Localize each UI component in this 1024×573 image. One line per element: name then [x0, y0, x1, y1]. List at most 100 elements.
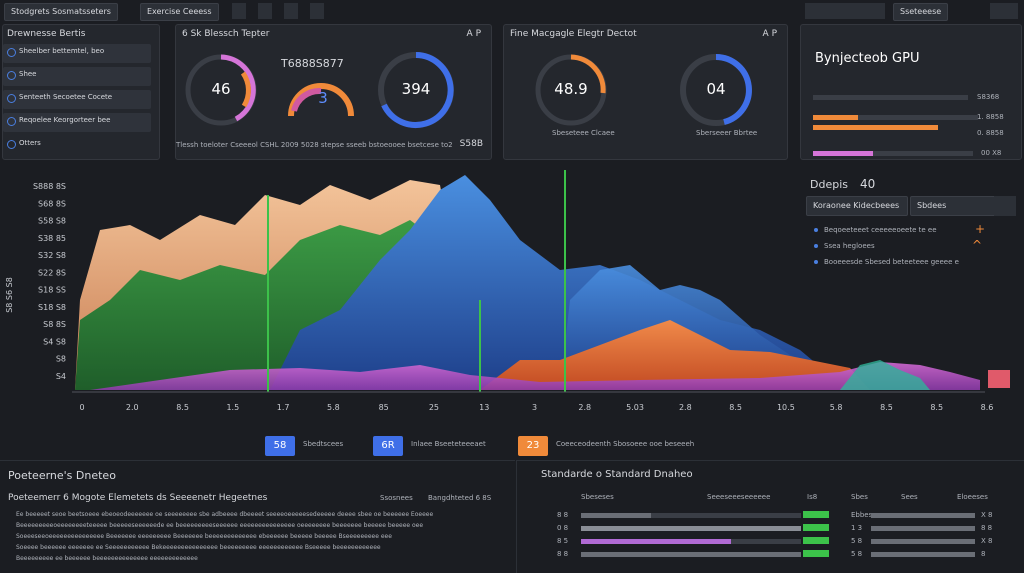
- row-bar: [871, 552, 975, 557]
- code: T6888S877: [281, 57, 344, 70]
- row-accent: [803, 524, 829, 531]
- x-tick-label: 2.0: [126, 403, 139, 412]
- list-icon: [7, 117, 16, 126]
- x-tick-label: 8.6: [981, 403, 994, 412]
- row-accent: [803, 550, 829, 557]
- x-tick-label: 2.8: [578, 403, 591, 412]
- button[interactable]: Koraonee Kidecbeees: [806, 196, 908, 216]
- button[interactable]: Sbdees: [910, 196, 996, 216]
- row-label: 5 8: [851, 550, 863, 558]
- report: Poeteerne's Dneteo Poeteemerr 6 Mogote E…: [0, 460, 515, 573]
- row-value: X 8: [981, 511, 993, 519]
- device-item: Ssea hegloees: [824, 242, 875, 250]
- y-tick-label: S4 S8: [43, 337, 66, 346]
- toolbar-icons[interactable]: [805, 3, 885, 19]
- row-bar: [871, 526, 975, 531]
- tab[interactable]: Sseteeese: [893, 3, 949, 21]
- y-tick-label: S32 S8: [38, 251, 66, 260]
- gpu-value: S8368: [977, 93, 1000, 101]
- x-tick-label: 10.5: [777, 403, 795, 412]
- list-item: Senteeth Secoetee Cocete: [19, 93, 113, 101]
- row-value: 8 8: [981, 524, 993, 532]
- list-icon: [7, 94, 16, 103]
- row-label: 8 8: [557, 511, 569, 519]
- icon[interactable]: [990, 3, 1018, 19]
- device-dot: [814, 244, 818, 248]
- report-line: Ee beeeeet seoe beetsoeee ebeoeodeeeeeee…: [16, 511, 434, 518]
- x-tick-label: 2.8: [679, 403, 692, 412]
- device-item: Beqoeeteeet ceeeeeoeete te ee: [824, 226, 937, 234]
- gpu-panel: Bynjecteob GPU S8368 1. 8858 0. 8858 00 …: [800, 24, 1022, 160]
- list-item: Otters: [19, 139, 41, 147]
- report-title: Poeteerne's Dneteo: [8, 469, 116, 482]
- x-tick-label: 8.5: [930, 403, 943, 412]
- tab[interactable]: Stodgrets Sosmatsseters: [4, 3, 118, 21]
- gpu-value: 00 X8: [981, 149, 1002, 157]
- panel-title: 6 Sk Blessch Tepter: [182, 29, 270, 39]
- row-value: X 8: [981, 537, 993, 545]
- device-dot: [814, 260, 818, 264]
- column-header: Ssosnees: [380, 494, 413, 502]
- gpu-title: Bynjecteob GPU: [815, 51, 920, 66]
- panel-title: Fine Macgagle Elegtr Dectot: [510, 29, 637, 39]
- row-label: 5 8: [851, 537, 863, 545]
- x-tick-label: 8.5: [880, 403, 893, 412]
- column-header: Sees: [901, 493, 918, 501]
- gauge-value: 46: [211, 80, 231, 98]
- panel-tag: A P: [466, 29, 481, 39]
- tab[interactable]: Exercise Ceeess: [140, 3, 219, 21]
- sidebar-title: Drewnesse Bertis: [7, 29, 86, 39]
- column-header: Is8: [807, 493, 818, 501]
- x-tick-label: 1.7: [277, 403, 290, 412]
- icon[interactable]: [258, 3, 272, 19]
- column-header: Seeeseeeseeeeee: [707, 493, 771, 501]
- y-tick-label: S68 8S: [38, 199, 66, 208]
- gauge-value: 04: [706, 80, 726, 98]
- row-bar: [871, 513, 975, 518]
- x-tick-label: 1.5: [226, 403, 239, 412]
- row-bar: [871, 539, 975, 544]
- gauge-caption: Sbeseteee Clcaee: [552, 129, 615, 137]
- standard: Standarde o Standard Dnaheo Sbeseses See…: [516, 460, 1024, 573]
- y-tick-label: S888 8S: [33, 182, 66, 191]
- y-axis-label: S8 S6 S8: [5, 277, 14, 313]
- panel: 6 Sk Blessch Tepter A P 46 T6888S877 3 3…: [175, 24, 492, 160]
- row-accent: [803, 537, 829, 544]
- device-dot: [814, 228, 818, 232]
- row-bar-fill: [581, 526, 801, 531]
- row-label: 0 8: [557, 524, 569, 532]
- list-icon: [7, 48, 16, 57]
- report-subtitle: Poeteemerr 6 Mogote Elemetets ds Seeeene…: [8, 493, 268, 503]
- gauge-value: 394: [401, 80, 431, 98]
- list-icon: [7, 71, 16, 80]
- column-header: Eloeeses: [957, 493, 988, 501]
- icon[interactable]: [994, 196, 1016, 216]
- icon[interactable]: [284, 3, 298, 19]
- row-label: Ebbes: [851, 511, 873, 519]
- list-item: Reqoelee Keorgorteer bee: [19, 116, 111, 124]
- devices-count: 40: [860, 177, 876, 191]
- x-tick-label: 3: [532, 403, 537, 412]
- column-header: Sbes: [851, 493, 868, 501]
- gpu-value: 1. 8858: [977, 113, 1004, 121]
- icon[interactable]: [310, 3, 324, 19]
- legend-label: Coeeceodeenth Sbosoeee ooe beseeeh: [556, 440, 695, 448]
- column-header: Sbeseses: [581, 493, 614, 501]
- row-bar-fill: [581, 513, 651, 518]
- terrain-layers: [72, 170, 1010, 393]
- panel: Fine Macgagle Elegtr Dectot A P 48.9 04 …: [503, 24, 788, 160]
- x-tick-label: 5.8: [830, 403, 843, 412]
- icon[interactable]: [232, 3, 246, 19]
- devices-title: Ddepis: [810, 178, 848, 191]
- column-header: Bangdhteted 6 8S: [428, 494, 492, 502]
- gauge-caption: Sberseeer Bbrtee: [696, 129, 758, 137]
- list-item-bg: [3, 44, 151, 63]
- list-icon: [7, 140, 16, 149]
- gpu-value: 0. 8858: [977, 129, 1004, 137]
- x-tick-label: 8.5: [176, 403, 189, 412]
- report-line: Beeeeeeeee ee beeeeee beeeeeeeeeeeeee ee…: [16, 555, 198, 562]
- row-bar: [581, 513, 801, 518]
- gauge-value: 3: [318, 89, 328, 107]
